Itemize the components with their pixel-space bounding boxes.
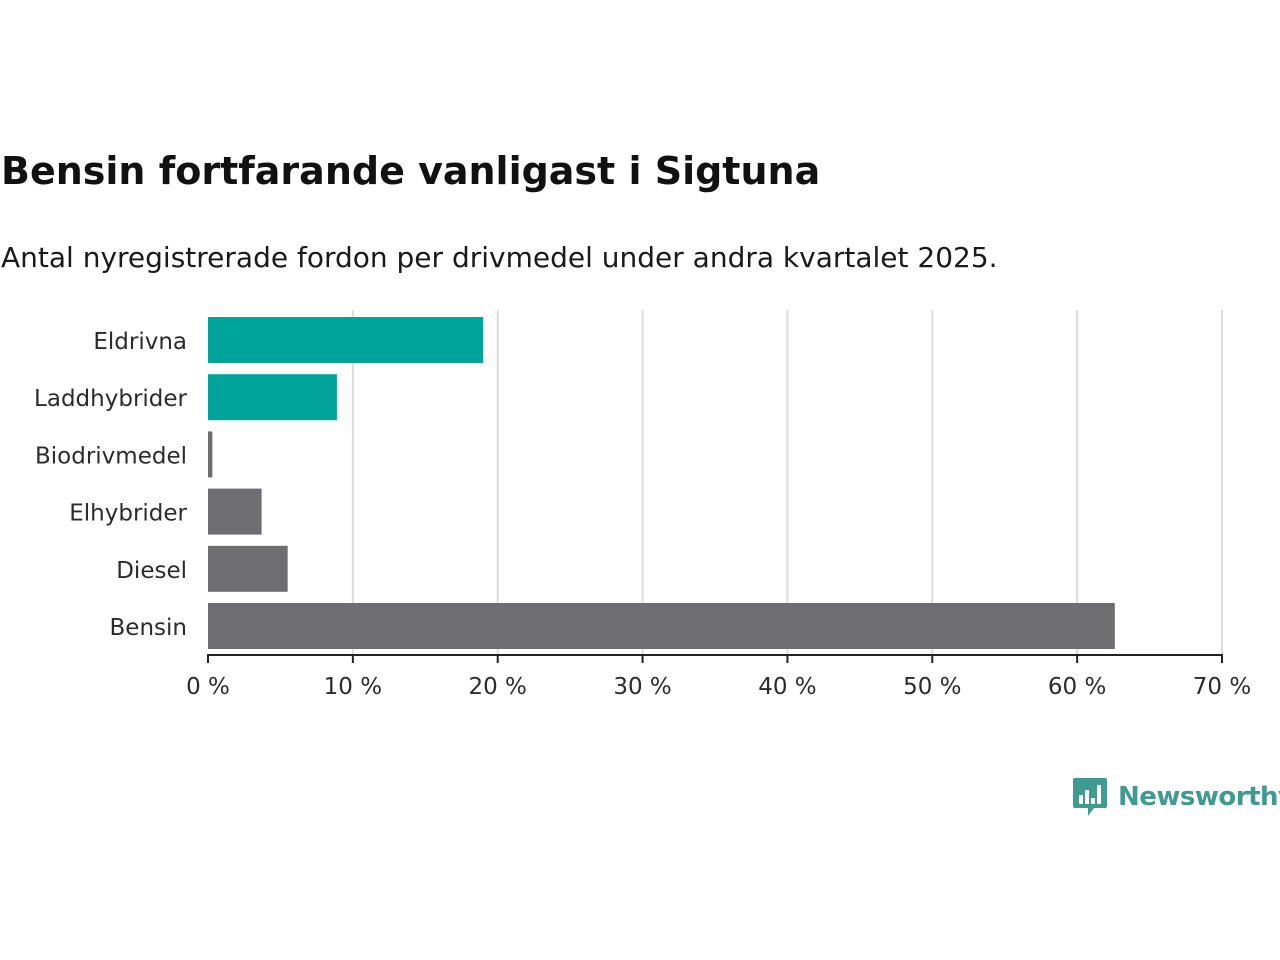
newsworthy-logo-text: Newsworthy xyxy=(1118,782,1280,812)
newsworthy-logo-icon xyxy=(1073,778,1107,816)
category-label: Bensin xyxy=(110,615,187,641)
newsworthy-logo: Newsworthy xyxy=(1072,776,1280,818)
x-tick-label: 50 % xyxy=(903,674,961,700)
x-tick-label: 60 % xyxy=(1048,674,1106,700)
x-axis: 0 % 10 % 20 % 30 % 40 % 50 % 60 % 70 % xyxy=(186,654,1251,700)
bar xyxy=(208,374,337,421)
bar xyxy=(208,603,1115,649)
chart-title: Bensin fortfarande vanligast i Sigtuna xyxy=(1,149,821,193)
bar xyxy=(208,545,288,592)
category-label: Elhybrider xyxy=(69,501,187,527)
x-tick-label: 0 % xyxy=(186,674,230,700)
bar xyxy=(208,431,213,478)
x-tick-label: 40 % xyxy=(758,674,816,700)
x-tick-label: 30 % xyxy=(613,674,671,700)
bar xyxy=(208,317,484,363)
category-labels: Eldrivna Laddhybrider Biodrivmedel Elhybrid… xyxy=(34,329,187,641)
x-tick-label: 10 % xyxy=(324,674,382,700)
bar-chart: Eldrivna Laddhybrider Biodrivmedel Elhybrid… xyxy=(34,310,1251,700)
chart-subtitle: Antal nyregistrerade fordon per drivmede… xyxy=(1,241,998,274)
gridlines xyxy=(351,310,1223,655)
x-tick-label: 70 % xyxy=(1193,674,1251,700)
category-label: Biodrivmedel xyxy=(35,443,187,469)
bar xyxy=(208,488,262,535)
category-label: Laddhybrider xyxy=(34,386,187,412)
category-label: Eldrivna xyxy=(93,329,187,355)
category-label: Diesel xyxy=(116,558,187,584)
x-tick-label: 20 % xyxy=(468,674,526,700)
bars xyxy=(208,317,1115,649)
